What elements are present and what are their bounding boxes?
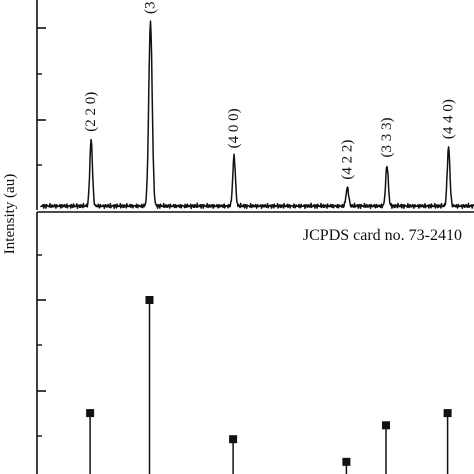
reference-marker [229,435,238,444]
reference-marker [86,409,95,418]
xrd-pattern-line [39,20,474,210]
reference-marker [382,421,390,430]
peak-label: (4 2 2) [339,140,355,180]
y-axis-label: Intensity (au) [2,174,18,254]
top-panel: (2 2 0) (3 (4 0 0) (4 2 2) (3 3 3) (4 4 0) [36,0,474,210]
peak-label: (3 [143,2,159,15]
peak-label: (4 4 0) [441,99,457,139]
reference-lines [86,296,452,474]
reference-marker [145,296,154,304]
peak-label: (2 2 0) [83,92,99,132]
reference-marker [342,457,351,466]
reference-card-label: JCPDS card no. 73-2410 [303,227,462,244]
peak-labels: (2 2 0) (3 (4 0 0) (4 2 2) (3 3 3) (4 4 0) [83,2,457,180]
peak-label: (4 0 0) [226,108,242,148]
bottom-panel: JCPDS card no. 73-2410 [36,211,474,474]
peak-label: (3 3 3) [379,118,395,158]
reference-marker [443,409,452,418]
